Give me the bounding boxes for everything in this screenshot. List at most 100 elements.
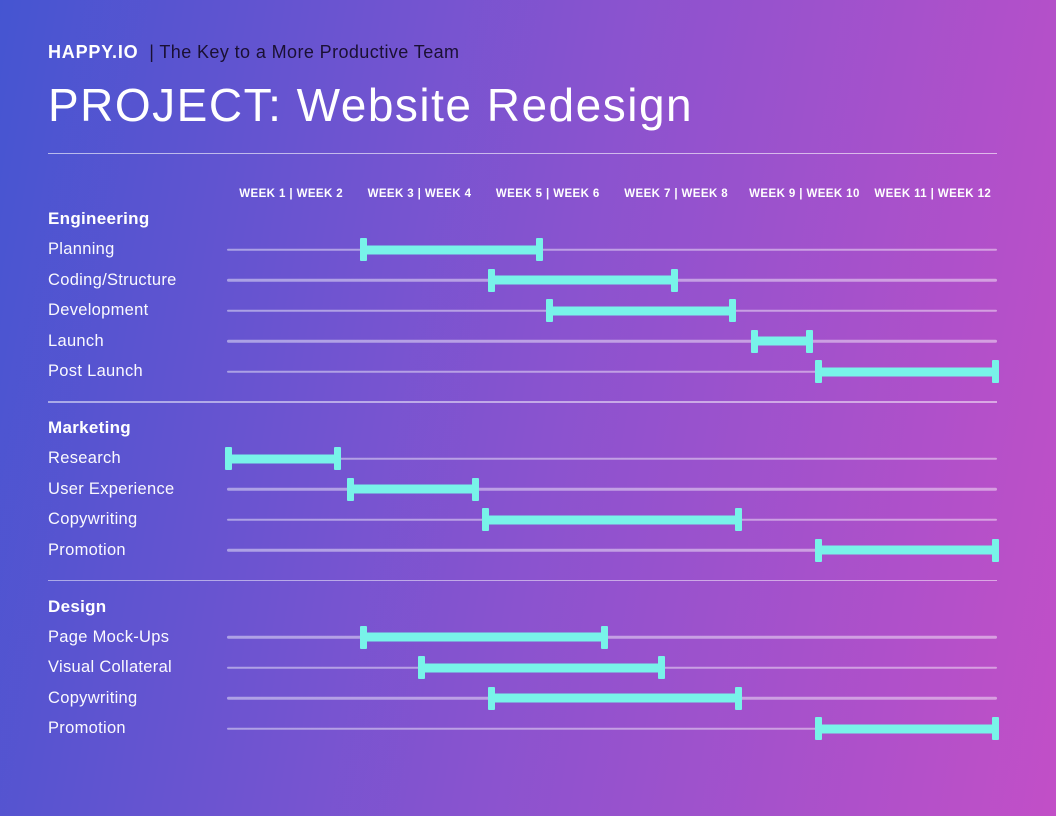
task-label: Development xyxy=(48,301,149,320)
week-header-5: WEEK 9 | WEEK 10 xyxy=(749,187,860,200)
task-track xyxy=(227,326,997,357)
track-line xyxy=(227,727,997,730)
task-row: Development xyxy=(48,296,997,327)
task-row: Post Launch xyxy=(48,357,999,388)
title-divider xyxy=(48,152,997,154)
section-title: Marketing xyxy=(48,418,131,437)
gantt-bar xyxy=(815,360,999,384)
bar-start-cap xyxy=(815,717,823,741)
brand-logo-text: HAPPY.IO xyxy=(48,42,139,62)
brand-tagline: | The Key to a More Productive Team xyxy=(144,42,460,62)
task-track xyxy=(227,622,997,653)
task-track xyxy=(227,653,997,684)
track-line xyxy=(227,488,997,491)
bar-start-cap xyxy=(751,329,759,353)
task-label: Launch xyxy=(48,331,104,350)
week-header-1: WEEK 1 | WEEK 2 xyxy=(239,187,344,200)
bar-end-cap xyxy=(334,447,342,471)
week-header-3: WEEK 5 | WEEK 6 xyxy=(495,187,600,200)
gantt-bar xyxy=(225,447,342,471)
bar-end-cap xyxy=(991,538,999,562)
task-label: Research xyxy=(48,449,122,468)
task-label: Visual Collateral xyxy=(48,658,173,677)
task-track xyxy=(227,535,999,566)
bar-start-cap xyxy=(488,686,496,710)
bar-start-cap xyxy=(225,447,232,471)
task-row: Planning xyxy=(48,235,997,266)
task-track xyxy=(227,714,999,745)
gantt-bar xyxy=(751,329,813,353)
track-line xyxy=(227,370,997,373)
bar-start-cap xyxy=(417,656,425,680)
gantt-bar xyxy=(488,268,679,292)
week-header-4: WEEK 7 | WEEK 8 xyxy=(624,187,729,200)
bar-start-cap xyxy=(359,625,367,649)
track-line xyxy=(227,340,997,343)
gantt-bar xyxy=(346,477,480,501)
week-header-6: WEEK 11 | WEEK 12 xyxy=(874,187,992,200)
gantt-bar xyxy=(481,508,743,532)
bar-end-cap xyxy=(671,268,679,292)
task-track xyxy=(227,505,997,536)
bar-end-cap xyxy=(805,329,813,353)
task-label: Promotion xyxy=(48,719,126,738)
bar-start-cap xyxy=(359,238,367,262)
bar-end-cap xyxy=(658,656,666,680)
task-row: Promotion xyxy=(48,535,999,566)
bar-end-cap xyxy=(991,360,999,384)
section-title: Engineering xyxy=(48,209,150,228)
gantt-bar xyxy=(359,238,544,262)
task-label: Coding/Structure xyxy=(48,270,177,289)
section-design: Design Page Mock-Ups Visual Collateral C… xyxy=(48,591,999,745)
gantt-bar xyxy=(815,717,999,741)
bar-start-cap xyxy=(346,477,354,501)
task-row: Promotion xyxy=(48,714,999,745)
bar-end-cap xyxy=(991,717,999,741)
gantt-bar xyxy=(359,625,608,649)
section-marketing: Marketing Research User Experience Copyw… xyxy=(48,413,999,566)
task-label: Copywriting xyxy=(48,688,138,707)
task-track xyxy=(227,235,997,266)
brand-header: HAPPY.IO | The Key to a More Productive … xyxy=(48,42,997,63)
section-engineering: Engineering Planning Coding/Structure De… xyxy=(48,204,999,388)
gantt-bar xyxy=(417,656,666,680)
bar-start-cap xyxy=(545,299,553,323)
task-row: Copywriting xyxy=(48,505,997,536)
section-divider xyxy=(48,401,997,403)
task-track xyxy=(227,357,999,388)
bar-end-cap xyxy=(728,299,736,323)
task-track xyxy=(227,265,997,296)
task-label: Post Launch xyxy=(48,362,144,381)
week-header-2: WEEK 3 | WEEK 4 xyxy=(367,187,472,200)
section-divider xyxy=(48,579,997,581)
gantt-bar xyxy=(815,538,999,562)
task-label: Planning xyxy=(48,240,115,259)
task-row: Research xyxy=(48,444,997,475)
gantt-bar xyxy=(488,686,743,710)
task-label: Promotion xyxy=(48,540,126,559)
task-row: Copywriting xyxy=(48,683,997,714)
track-line xyxy=(227,248,997,251)
bar-end-cap xyxy=(735,508,743,532)
track-line xyxy=(227,549,997,552)
bar-end-cap xyxy=(472,477,480,501)
task-row: Coding/Structure xyxy=(48,265,997,296)
task-track xyxy=(227,296,997,327)
track-line xyxy=(227,636,997,639)
bar-end-cap xyxy=(536,238,544,262)
gantt-bar xyxy=(545,299,736,323)
task-track xyxy=(227,474,997,505)
bar-start-cap xyxy=(815,538,823,562)
bar-start-cap xyxy=(481,508,489,532)
brand-tagline-text: The Key to a More Productive Team xyxy=(159,42,460,62)
bar-end-cap xyxy=(600,625,608,649)
task-label: Page Mock-Ups xyxy=(48,627,170,646)
page-title: PROJECT: Website Redesign xyxy=(48,79,694,131)
task-row: User Experience xyxy=(48,474,997,505)
task-track xyxy=(227,683,997,714)
brand-separator: | xyxy=(149,42,155,62)
week-header-row: WEEK 1 | WEEK 2 WEEK 3 | WEEK 4 WEEK 5 |… xyxy=(48,184,997,204)
task-row: Visual Collateral xyxy=(48,653,997,684)
bar-start-cap xyxy=(488,268,496,292)
task-label: Copywriting xyxy=(48,510,138,529)
